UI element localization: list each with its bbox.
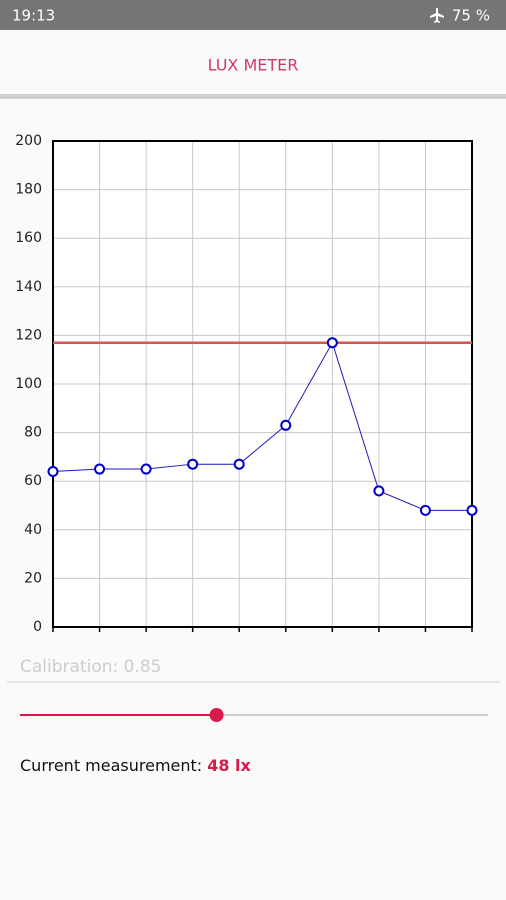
slider-thumb[interactable]: [209, 708, 224, 722]
battery-level: 75 %: [452, 7, 490, 25]
divider: [0, 94, 506, 99]
data-point: [326, 337, 338, 349]
data-point: [233, 458, 245, 470]
status-bar: [0, 0, 506, 30]
measurement-value: 48 lx: [207, 756, 251, 775]
data-point: [373, 485, 385, 497]
y-tick-label: 200: [15, 133, 42, 149]
measurement-label: Current measurement: 48 lx: [20, 756, 252, 775]
data-point: [187, 458, 199, 470]
calibration-slider[interactable]: [20, 708, 488, 722]
plot-frame: [52, 140, 473, 628]
y-tick-label: 20: [24, 570, 42, 586]
y-tick-label: 120: [15, 327, 42, 343]
data-point: [280, 419, 292, 431]
y-tick-label: 180: [15, 182, 42, 198]
y-tick-label: 0: [33, 619, 42, 635]
chart: 0 20 40 60 80 100 120 140 160 180 200: [15, 133, 478, 635]
status-time: 19:13: [12, 7, 55, 25]
y-tick-label: 60: [24, 473, 42, 489]
data-point: [47, 465, 59, 477]
app-bar: [0, 30, 506, 95]
y-tick-label: 100: [15, 376, 42, 392]
y-tick-label: 40: [24, 522, 42, 538]
airplane-icon: [430, 8, 444, 23]
y-tick-label: 80: [24, 425, 42, 441]
data-point: [94, 463, 106, 475]
data-point: [140, 463, 152, 475]
y-tick-label: 140: [15, 279, 42, 295]
y-tick-label: 160: [15, 230, 42, 246]
app-title: LUX METER: [208, 56, 299, 75]
calibration-label: Calibration: 0.85: [20, 657, 161, 677]
data-point: [419, 504, 431, 516]
series-line: [52, 341, 472, 511]
data-point: [466, 504, 478, 516]
measurement-label-text: Current measurement:: [20, 756, 202, 775]
